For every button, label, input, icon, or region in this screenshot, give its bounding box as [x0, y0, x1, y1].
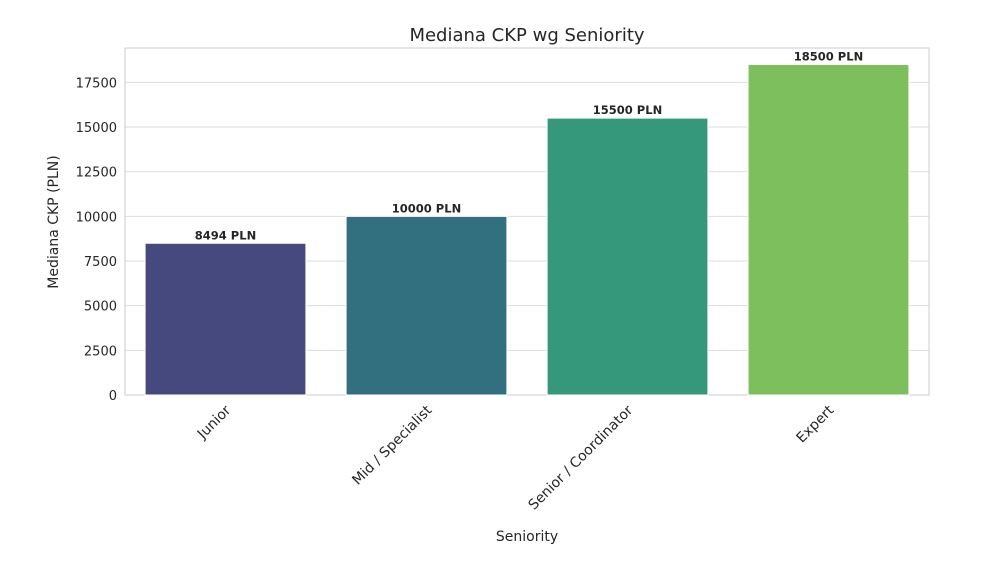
x-axis-label: Seniority	[496, 529, 558, 545]
x-tick-label: Mid / Specialist	[349, 402, 435, 488]
y-tick-label: 15000	[76, 121, 117, 136]
bar-junior	[144, 242, 307, 396]
bar-mid-specialist	[345, 215, 508, 396]
data-label: 10000 PLN	[392, 201, 461, 215]
bar-senior-coordinator	[546, 117, 709, 396]
x-tick-label: Junior	[194, 402, 235, 443]
y-tick-label: 12500	[76, 166, 117, 181]
y-tick-label: 0	[109, 389, 117, 404]
y-tick-label: 10000	[76, 210, 117, 225]
y-axis-label: Mediana CKP (PLN)	[46, 155, 62, 288]
data-label: 8494 PLN	[195, 228, 256, 242]
x-tick-label: Senior / Coordinator	[526, 402, 637, 513]
y-tick-label: 5000	[84, 300, 117, 315]
data-label: 15500 PLN	[593, 103, 662, 117]
data-label: 18500 PLN	[794, 50, 863, 64]
y-tick-label: 2500	[84, 344, 117, 359]
y-tick-label: 17500	[76, 76, 117, 91]
x-tick-label: Expert	[794, 402, 838, 446]
bar-expert	[747, 64, 910, 396]
y-tick-label: 7500	[84, 255, 117, 270]
plot-area-frame	[124, 47, 930, 396]
chart-title: Mediana CKP wg Seniority	[409, 25, 644, 46]
